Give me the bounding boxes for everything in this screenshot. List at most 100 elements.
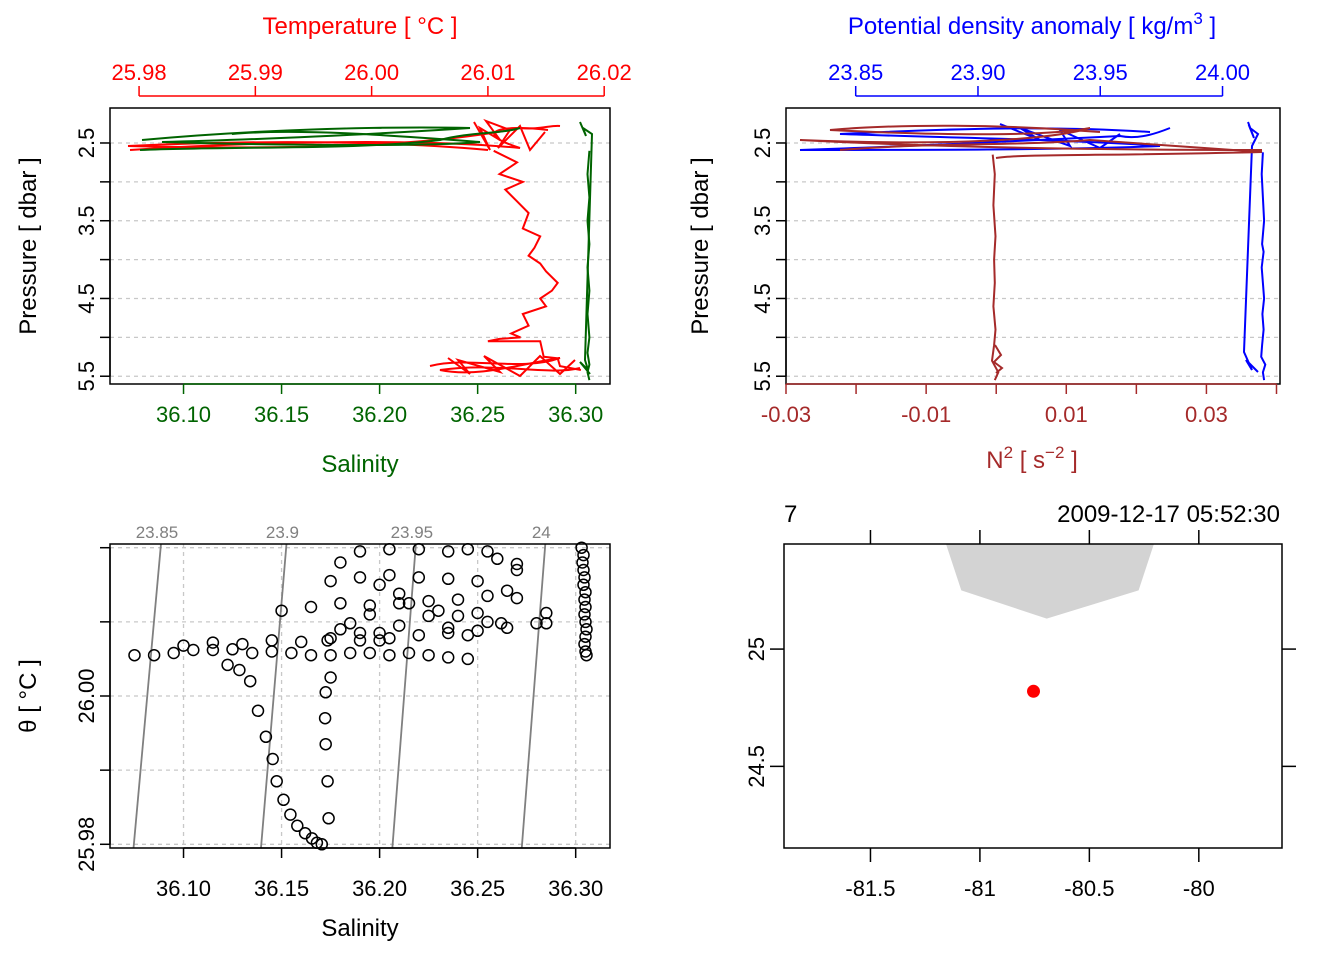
tick-label: -80 <box>1183 876 1215 901</box>
data-point <box>481 615 494 629</box>
data-point <box>441 651 455 664</box>
data-point <box>322 812 335 825</box>
pressure-axis-label: Pressure [ dbar ] <box>15 157 42 334</box>
data-point <box>334 597 347 610</box>
data-point <box>147 648 161 662</box>
data-point <box>402 646 416 660</box>
tick-label: 36.30 <box>548 876 603 901</box>
data-point <box>321 775 334 788</box>
tick-label: 24.00 <box>1195 60 1250 85</box>
data-point <box>392 587 406 600</box>
tick-label: 36.25 <box>450 876 505 901</box>
pressure-gridlines <box>786 142 1280 377</box>
data-point <box>277 793 290 807</box>
data-point <box>510 591 524 605</box>
data-point <box>315 838 329 851</box>
tick-label: 25.98 <box>74 817 99 872</box>
series-line <box>990 154 1000 381</box>
data-point <box>392 597 406 610</box>
tick-label: 4.5 <box>750 283 775 314</box>
data-point <box>363 646 377 660</box>
n2-axis: -0.03 -0.01 0.01 0.03 <box>761 383 1278 427</box>
data-point <box>343 646 357 660</box>
data-point <box>177 639 190 652</box>
tick-label: 36.25 <box>450 402 505 427</box>
data-point <box>265 645 279 658</box>
data-point <box>491 552 504 566</box>
isopycnal-label: 24 <box>532 523 551 542</box>
profile-lines <box>487 149 591 381</box>
data-point <box>236 637 249 651</box>
series-line <box>586 150 591 381</box>
station-marker <box>1027 684 1040 698</box>
data-point <box>422 594 435 608</box>
tick-label: 36.20 <box>352 876 407 901</box>
data-point <box>266 752 279 766</box>
data-point <box>383 568 396 582</box>
salinity-axis: 36.10 36.15 36.20 36.25 36.30 <box>156 847 603 901</box>
data-point <box>577 548 590 562</box>
data-point <box>579 630 592 643</box>
data-point <box>270 775 283 788</box>
tick-label: 24.5 <box>744 745 769 788</box>
tick-label: 25 <box>744 637 769 661</box>
data-point <box>363 608 377 621</box>
data-point <box>481 589 494 603</box>
data-point <box>441 572 455 586</box>
data-point <box>392 619 406 632</box>
data-point <box>319 737 332 751</box>
n2-axis-label: N2 [ s−2 ] <box>986 443 1078 474</box>
density-noise-traces <box>799 121 1260 373</box>
panel-density-n2: 23.85 23.90 23.95 24.00 -0.03 -0.01 0.01 0.03 … <box>687 9 1281 474</box>
data-point <box>510 563 524 577</box>
tick-label: 5.5 <box>74 361 99 392</box>
pressure-axis: 2.5 3.5 4.5 5.5 <box>74 128 111 392</box>
data-point <box>353 545 367 558</box>
salinity-axis-label: Salinity <box>321 451 398 478</box>
series-line <box>1260 152 1267 381</box>
data-point <box>580 623 593 636</box>
salinity-noise-traces <box>139 121 594 375</box>
data-point <box>304 600 318 614</box>
tick-label: 4.5 <box>74 283 99 314</box>
data-point <box>334 623 347 636</box>
data-point <box>304 648 318 662</box>
data-point <box>510 557 524 571</box>
data-point <box>383 631 396 645</box>
data-point <box>324 671 337 684</box>
land-polygon <box>946 544 1154 619</box>
tick-label: 36.10 <box>156 876 211 901</box>
data-point <box>577 578 590 592</box>
station-label: 7 <box>784 501 797 528</box>
data-point <box>353 634 367 647</box>
isopycnal-lines: 23.85 23.9 23.95 24 <box>132 523 551 849</box>
isopycnal <box>520 543 547 849</box>
data-point <box>128 648 141 662</box>
data-point <box>373 578 386 592</box>
data-point <box>353 626 367 640</box>
data-point <box>441 626 455 640</box>
data-point <box>334 556 347 569</box>
tick-label: 23.85 <box>828 60 883 85</box>
tick-label: 36.20 <box>352 402 407 427</box>
tick-label: 0.03 <box>1185 402 1228 427</box>
data-point <box>265 634 279 647</box>
data-point <box>441 545 455 558</box>
data-point <box>412 628 426 642</box>
data-point <box>373 626 386 640</box>
data-point <box>580 648 593 662</box>
pressure-gridlines <box>110 142 610 377</box>
tick-label: 3.5 <box>750 205 775 236</box>
data-point <box>167 646 180 660</box>
tick-label: 26.00 <box>74 668 99 723</box>
density-axis-label: Potential density anomaly [ kg/m3 ] <box>848 9 1216 40</box>
tick-label: -0.03 <box>761 402 811 427</box>
data-point <box>540 606 553 620</box>
ts-points <box>128 541 593 851</box>
tick-label: 25.99 <box>228 60 283 85</box>
data-point <box>402 597 416 610</box>
data-point <box>226 643 239 656</box>
tick-label: 2.5 <box>750 128 775 159</box>
data-point <box>206 643 220 657</box>
panel-temperature-salinity: 25.98 25.99 26.00 26.01 26.02 36.10 36.15 36.2… <box>15 13 632 478</box>
